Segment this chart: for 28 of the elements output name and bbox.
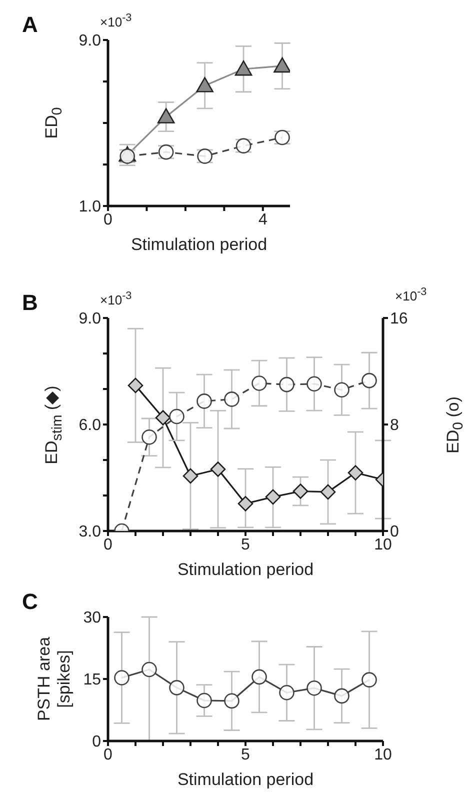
chart-title: C <box>22 589 38 615</box>
text: ×10$^{-3}$ <box>100 290 132 308</box>
chart-title: B <box>22 290 38 316</box>
y-axis-title: PSTH area [spikes] <box>34 636 73 722</box>
y2-tick-label: 0 <box>390 524 399 541</box>
y-tick-label: 30 <box>83 610 102 627</box>
x-tick-label: 0 <box>104 536 113 554</box>
x-tick-label: 0 <box>104 746 113 764</box>
chart-title: A <box>22 12 38 38</box>
x-tick-label: 10 <box>374 746 392 764</box>
x-axis-title: Stimulation period <box>177 770 314 789</box>
y-tick-label: 9.0 <box>78 310 102 328</box>
x-tick-label: 4 <box>258 211 268 228</box>
y2-tick-label: 8 <box>390 417 399 434</box>
x-tick-label: 5 <box>241 746 250 764</box>
x-tick-label: 5 <box>241 536 250 554</box>
y-tick-label: 6.0 <box>78 417 102 434</box>
x-axis-title: Stimulation period <box>177 560 314 579</box>
y-tick-label: 0 <box>92 734 102 751</box>
text: ×10$^{-3}$ <box>395 286 427 304</box>
x-tick-label: 10 <box>374 536 392 554</box>
text: ×10$^{-3}$ <box>100 12 132 30</box>
x-axis-title: Stimulation period <box>130 235 268 254</box>
y-tick-label: 3.0 <box>78 524 102 541</box>
y2-tick-label: 16 <box>390 310 408 328</box>
y-tick-label: 9.0 <box>78 32 102 50</box>
y-tick-label: 1.0 <box>78 198 102 216</box>
y-tick-label: 15 <box>83 672 102 689</box>
